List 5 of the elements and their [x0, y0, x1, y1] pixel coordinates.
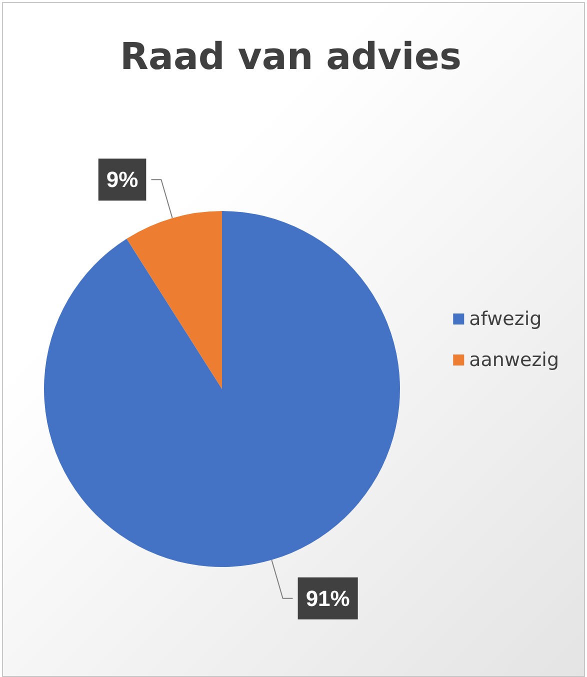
legend-label: aanwezig [469, 349, 560, 371]
legend-label: afwezig [469, 308, 542, 330]
data-label: 91% [306, 586, 350, 611]
chart-title: Raad van advies [120, 35, 462, 78]
data-label: 9% [106, 167, 138, 192]
